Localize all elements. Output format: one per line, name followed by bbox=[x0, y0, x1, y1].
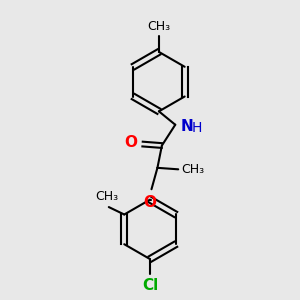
Text: O: O bbox=[143, 195, 157, 210]
Text: CH₃: CH₃ bbox=[147, 20, 170, 33]
Text: H: H bbox=[192, 121, 202, 135]
Text: Cl: Cl bbox=[142, 278, 158, 292]
Text: CH₃: CH₃ bbox=[95, 190, 118, 203]
Text: N: N bbox=[181, 119, 194, 134]
Text: CH₃: CH₃ bbox=[181, 163, 204, 176]
Text: O: O bbox=[124, 135, 137, 150]
